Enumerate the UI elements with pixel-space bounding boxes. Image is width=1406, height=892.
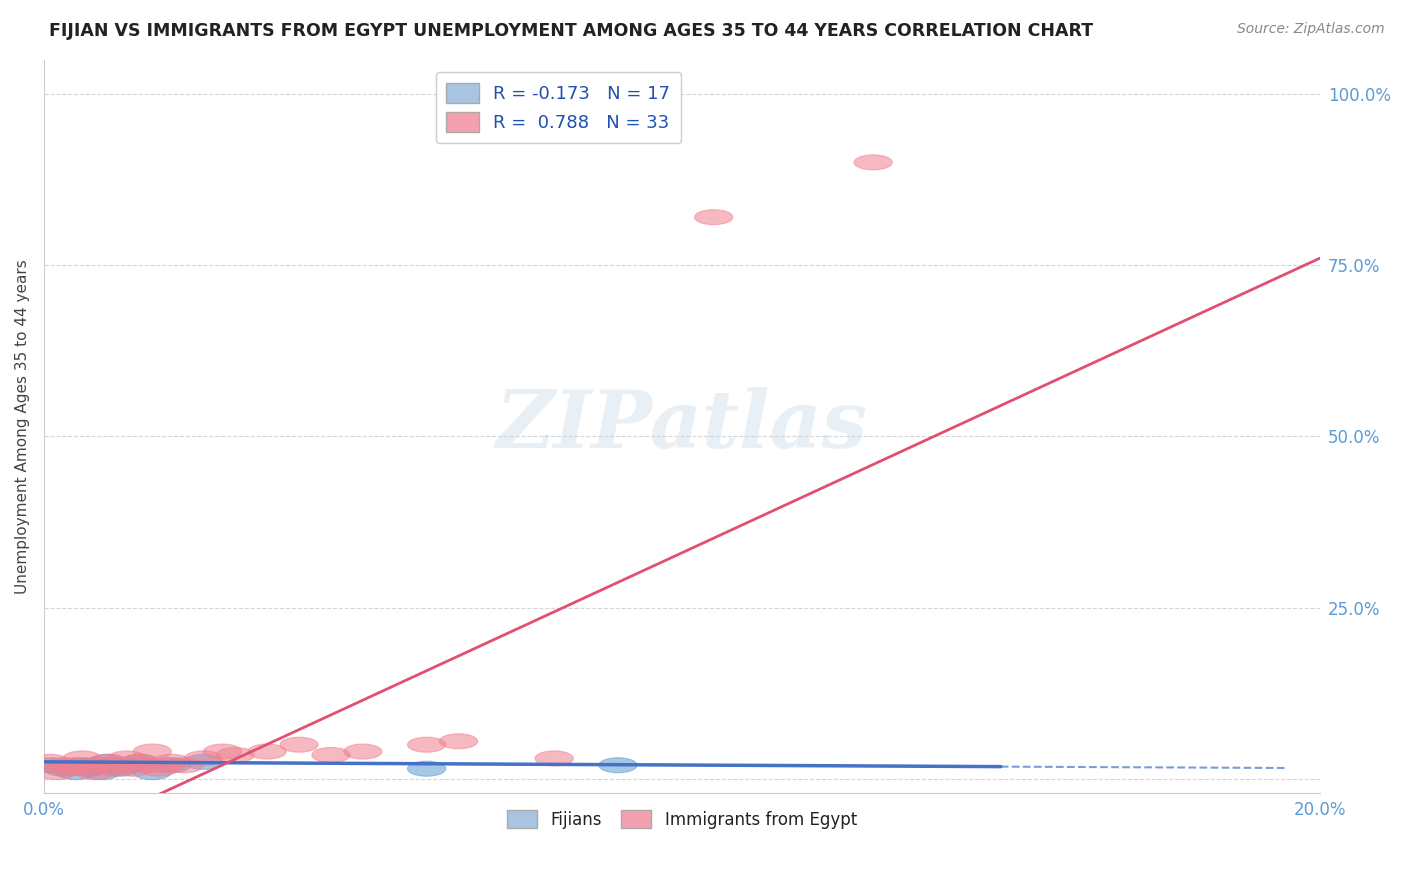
Ellipse shape bbox=[134, 744, 172, 759]
Ellipse shape bbox=[343, 744, 382, 759]
Ellipse shape bbox=[31, 755, 69, 770]
Ellipse shape bbox=[121, 755, 159, 770]
Ellipse shape bbox=[56, 757, 96, 772]
Ellipse shape bbox=[139, 761, 177, 776]
Ellipse shape bbox=[82, 764, 121, 780]
Ellipse shape bbox=[101, 757, 139, 772]
Y-axis label: Unemployment Among Ages 35 to 44 years: Unemployment Among Ages 35 to 44 years bbox=[15, 259, 30, 593]
Ellipse shape bbox=[204, 744, 242, 759]
Ellipse shape bbox=[280, 737, 318, 752]
Ellipse shape bbox=[38, 764, 76, 780]
Ellipse shape bbox=[536, 751, 574, 766]
Ellipse shape bbox=[108, 757, 146, 772]
Text: FIJIAN VS IMMIGRANTS FROM EGYPT UNEMPLOYMENT AMONG AGES 35 TO 44 YEARS CORRELATI: FIJIAN VS IMMIGRANTS FROM EGYPT UNEMPLOY… bbox=[49, 22, 1094, 40]
Ellipse shape bbox=[63, 757, 101, 772]
Text: Source: ZipAtlas.com: Source: ZipAtlas.com bbox=[1237, 22, 1385, 37]
Ellipse shape bbox=[134, 764, 172, 780]
Ellipse shape bbox=[44, 761, 82, 776]
Ellipse shape bbox=[51, 761, 89, 776]
Ellipse shape bbox=[408, 737, 446, 752]
Ellipse shape bbox=[69, 761, 108, 776]
Ellipse shape bbox=[101, 761, 139, 776]
Ellipse shape bbox=[152, 755, 191, 770]
Ellipse shape bbox=[44, 757, 82, 772]
Ellipse shape bbox=[312, 747, 350, 763]
Ellipse shape bbox=[56, 764, 96, 780]
Ellipse shape bbox=[184, 751, 222, 766]
Ellipse shape bbox=[853, 155, 893, 169]
Ellipse shape bbox=[69, 761, 108, 776]
Ellipse shape bbox=[96, 761, 134, 776]
Ellipse shape bbox=[127, 757, 165, 772]
Ellipse shape bbox=[82, 757, 121, 772]
Ellipse shape bbox=[440, 734, 478, 748]
Ellipse shape bbox=[31, 757, 69, 772]
Ellipse shape bbox=[152, 757, 191, 772]
Legend: Fijians, Immigrants from Egypt: Fijians, Immigrants from Egypt bbox=[501, 804, 863, 836]
Ellipse shape bbox=[89, 755, 127, 770]
Ellipse shape bbox=[114, 761, 152, 776]
Ellipse shape bbox=[96, 757, 134, 772]
Ellipse shape bbox=[76, 764, 114, 780]
Ellipse shape bbox=[76, 757, 114, 772]
Ellipse shape bbox=[121, 755, 159, 770]
Ellipse shape bbox=[695, 210, 733, 225]
Ellipse shape bbox=[217, 747, 254, 763]
Ellipse shape bbox=[63, 751, 101, 766]
Ellipse shape bbox=[165, 757, 204, 772]
Ellipse shape bbox=[89, 755, 127, 770]
Ellipse shape bbox=[108, 751, 146, 766]
Text: ZIPatlas: ZIPatlas bbox=[496, 387, 868, 465]
Ellipse shape bbox=[146, 757, 184, 772]
Ellipse shape bbox=[599, 757, 637, 772]
Ellipse shape bbox=[408, 761, 446, 776]
Ellipse shape bbox=[184, 755, 222, 770]
Ellipse shape bbox=[247, 744, 287, 759]
